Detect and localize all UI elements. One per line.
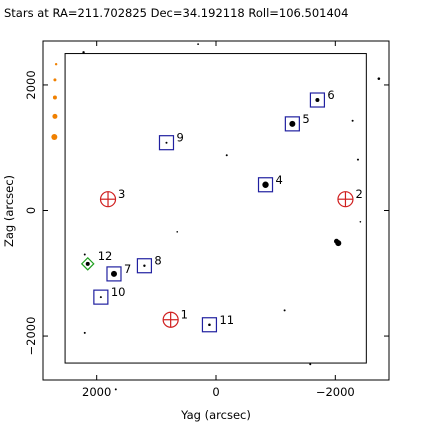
star: [165, 141, 168, 144]
star: [114, 388, 117, 391]
star: [82, 51, 85, 54]
star: [208, 323, 211, 327]
y-tick-label: −2000: [24, 317, 38, 356]
y-tick-label: 0: [24, 207, 38, 214]
star: [359, 221, 362, 223]
monitor-window-diamond: [80, 257, 95, 271]
star: [309, 363, 312, 366]
star: [351, 119, 354, 122]
guide-star-label: 8: [154, 254, 161, 268]
x-axis-label: Yag (arcsec): [180, 408, 251, 422]
star: [377, 77, 381, 80]
star: [85, 261, 90, 266]
x-tick-label: 2000: [82, 385, 111, 399]
fid-light-label: 3: [118, 187, 125, 201]
guide-star-label: 5: [302, 112, 309, 126]
star: [176, 231, 179, 233]
guide-star-label: 4: [276, 173, 283, 187]
star: [283, 309, 286, 312]
guide-star-label: 10: [111, 285, 126, 299]
guide-star-box: [257, 177, 274, 193]
field-of-view-box: [64, 53, 367, 364]
orange-star: [52, 113, 58, 119]
guide-star-box: [284, 116, 300, 132]
fid-light-label: 1: [181, 308, 188, 322]
monitor-window-label: 12: [98, 249, 113, 263]
x-tick-label: 0: [212, 385, 219, 399]
star: [334, 238, 340, 244]
star: [289, 120, 296, 127]
star: [356, 158, 359, 161]
x-tick-label: −2000: [316, 385, 355, 399]
fid-light-label: 2: [355, 187, 362, 201]
star: [83, 253, 86, 256]
guide-star-box: [201, 317, 218, 333]
star: [262, 181, 269, 188]
orange-star: [51, 134, 58, 141]
star: [143, 264, 146, 267]
star: [315, 98, 320, 103]
star: [225, 154, 228, 157]
guide-star-label: 7: [124, 262, 131, 276]
guide-star-box: [309, 92, 326, 108]
guide-star-box: [158, 135, 175, 151]
guide-star-box: [93, 289, 109, 305]
guide-star-label: 9: [176, 131, 183, 145]
star: [197, 43, 200, 46]
orange-star: [52, 95, 57, 100]
star: [99, 296, 102, 299]
stars-layer: [51, 43, 381, 391]
guide-star-label: 6: [327, 88, 334, 102]
y-tick-label: 2000: [24, 70, 38, 99]
star: [83, 331, 86, 334]
guide-star-box: [106, 266, 122, 282]
guide-star-box: [136, 258, 153, 274]
y-axis-label: Zag (arcsec): [2, 175, 16, 247]
guide-star-label: 11: [219, 313, 234, 327]
orange-star: [54, 63, 58, 66]
orange-star: [53, 78, 57, 82]
chart-title: Stars at RA=211.702825 Dec=34.192118 Rol…: [4, 6, 348, 20]
axis-ticks: 2000 0 −2000 2000 0 −2000: [24, 41, 389, 399]
star: [110, 270, 117, 277]
